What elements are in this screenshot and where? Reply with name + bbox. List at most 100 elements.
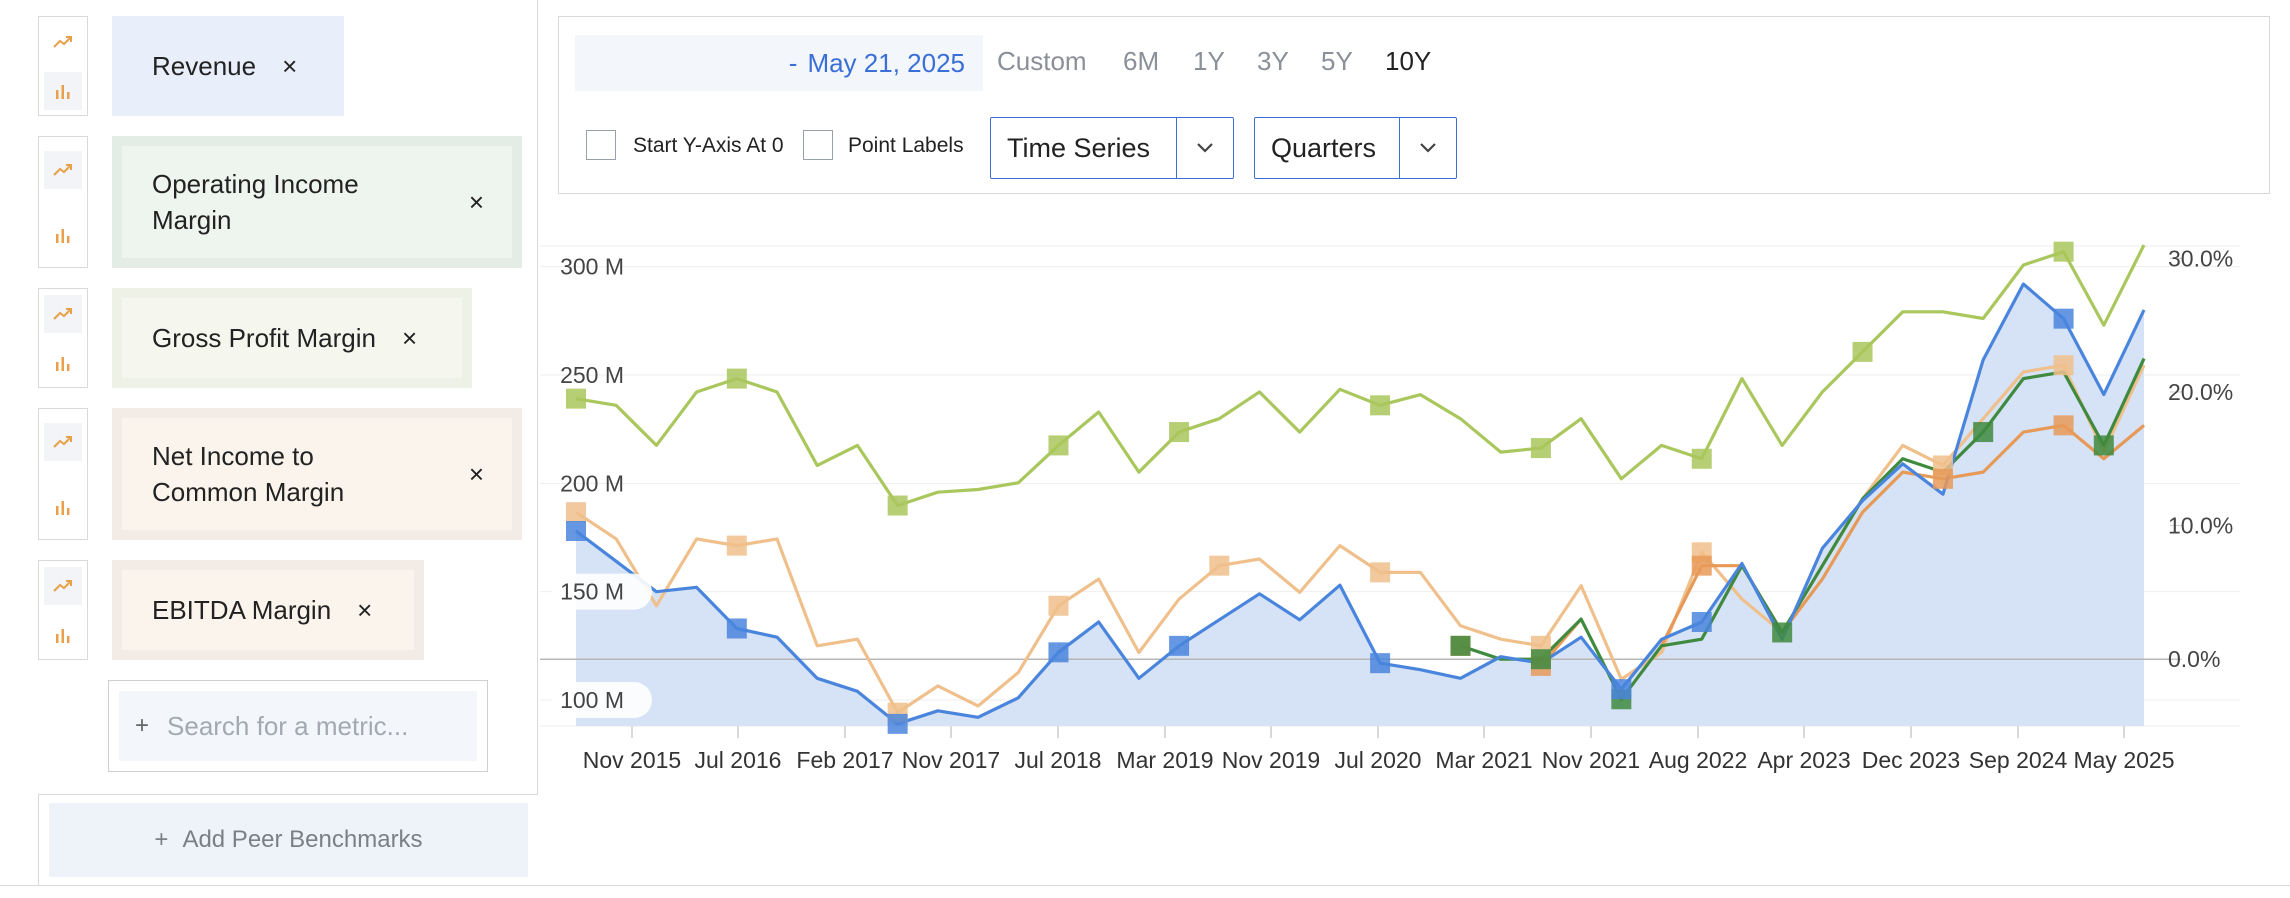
range-10y-button[interactable]: 10Y xyxy=(1385,46,1432,76)
metrics-panel: Revenue × Operating Income Margin × Gross Pr… xyxy=(0,0,538,898)
chart-type-toggle xyxy=(38,408,88,540)
bar-chart-icon[interactable] xyxy=(44,616,82,654)
data-point-marker xyxy=(887,713,908,734)
data-point-marker xyxy=(1370,653,1391,674)
data-point-marker xyxy=(1169,635,1190,656)
y-right-tick-label: 0.0% xyxy=(2168,646,2220,672)
line-chart-icon[interactable] xyxy=(44,422,82,461)
period-value: Quarters xyxy=(1255,118,1401,178)
x-tick-label: Apr 2023 xyxy=(1757,747,1850,773)
chevron-down-icon[interactable] xyxy=(1400,118,1456,178)
revenue-margin-chart[interactable]: 300 M 250 M 200 M 150 M 100 M 30.0% 20.0% 10.0%… xyxy=(540,220,2290,800)
line-chart-icon[interactable] xyxy=(44,294,82,333)
chart-controls: - May 21, 2025 Custom 6M 1Y 3Y 5Y 10Y St… xyxy=(558,16,2270,194)
bar-chart-icon[interactable] xyxy=(44,216,82,254)
metric-row: Gross Profit Margin × xyxy=(38,288,472,388)
data-point-marker xyxy=(1772,622,1793,643)
metric-row: EBITDA Margin × xyxy=(38,560,424,660)
date-range-field[interactable]: - May 21, 2025 xyxy=(575,35,983,91)
data-point-marker xyxy=(1530,649,1551,670)
start-y-axis-label: Start Y-Axis At 0 xyxy=(633,134,784,157)
point-labels-label: Point Labels xyxy=(848,134,964,157)
line-chart-icon[interactable] xyxy=(44,566,82,605)
x-tick-label: Mar 2021 xyxy=(1435,747,1532,773)
data-point-marker xyxy=(2093,435,2114,456)
metric-label: Revenue xyxy=(152,51,257,81)
close-icon[interactable]: × xyxy=(468,459,484,489)
data-point-marker xyxy=(1691,555,1712,576)
metric-label: Operating Income Margin xyxy=(152,169,359,235)
close-icon[interactable]: × xyxy=(401,323,418,353)
metric-chip-inner: Operating Income Margin × xyxy=(122,146,512,258)
series-line-revenue xyxy=(575,282,2146,726)
range-3y-button[interactable]: 3Y xyxy=(1257,46,1289,76)
y-left-tick-label: 150 M xyxy=(560,579,624,605)
close-icon[interactable]: × xyxy=(468,187,484,217)
data-point-marker xyxy=(566,521,586,541)
series-line-operating-income-margin xyxy=(1460,357,2146,701)
start-y-axis-checkbox[interactable] xyxy=(586,130,616,160)
data-point-marker xyxy=(1691,448,1712,469)
point-labels-checkbox[interactable] xyxy=(803,130,833,160)
add-peer-benchmarks-label: Add Peer Benchmarks xyxy=(182,826,423,853)
y-left-tick-label: 200 M xyxy=(560,470,624,496)
metric-search-input[interactable] xyxy=(165,709,470,743)
data-point-marker xyxy=(1048,435,1069,456)
y-left-tick-label: 100 M xyxy=(560,687,624,713)
data-point-marker xyxy=(2053,241,2074,262)
x-tick-label: Mar 2019 xyxy=(1116,747,1213,773)
metric-chip: Net Income to Common Margin × xyxy=(112,408,522,540)
data-point-marker xyxy=(1370,395,1391,416)
data-point-marker xyxy=(2053,308,2074,329)
metric-chip-inner: Gross Profit Margin × xyxy=(122,298,462,378)
x-tick-label: Sep 2024 xyxy=(1969,747,2068,773)
data-point-marker xyxy=(2053,355,2074,376)
metric-chip: Gross Profit Margin × xyxy=(112,288,472,388)
close-icon[interactable]: × xyxy=(357,595,373,625)
range-1y-button[interactable]: 1Y xyxy=(1193,46,1225,76)
metric-chip-inner: Revenue × xyxy=(122,26,334,106)
close-icon[interactable]: × xyxy=(282,51,298,81)
line-chart-icon[interactable] xyxy=(44,23,82,61)
data-point-marker xyxy=(726,618,747,639)
bar-chart-icon[interactable] xyxy=(44,344,82,382)
metric-search-box[interactable]: + xyxy=(108,680,488,772)
data-point-marker xyxy=(1852,341,1873,362)
x-tick-label: Jul 2018 xyxy=(1015,747,1102,773)
bar-chart-icon[interactable] xyxy=(44,71,82,110)
y-right-tick-label: 10.0% xyxy=(2168,513,2233,539)
x-tick-label: Jul 2016 xyxy=(695,747,782,773)
view-type-value: Time Series xyxy=(991,118,1177,178)
metric-row: Net Income to Common Margin × xyxy=(38,408,522,540)
metric-chip: Revenue × xyxy=(112,16,344,116)
data-point-marker xyxy=(1691,612,1712,632)
bar-chart-icon[interactable] xyxy=(44,488,82,526)
chevron-down-icon[interactable] xyxy=(1177,118,1233,178)
x-tick-label: Nov 2015 xyxy=(583,747,681,773)
range-6m-button[interactable]: 6M xyxy=(1123,46,1160,76)
metric-chip-inner: Net Income to Common Margin × xyxy=(122,418,512,530)
end-date[interactable]: May 21, 2025 xyxy=(807,47,965,78)
data-point-marker xyxy=(1530,438,1551,459)
data-point-marker xyxy=(1169,422,1190,443)
period-select[interactable]: Quarters xyxy=(1254,117,1457,179)
y-right-tick-label: 20.0% xyxy=(2168,379,2233,405)
series-line-ebitda-margin xyxy=(575,363,2146,715)
line-chart-icon[interactable] xyxy=(44,150,82,189)
x-tick-label: Jul 2020 xyxy=(1335,747,1422,773)
x-tick-label: Dec 2023 xyxy=(1862,747,1960,773)
data-point-marker xyxy=(1370,562,1391,583)
range-custom-button[interactable]: Custom xyxy=(997,46,1087,76)
range-5y-button[interactable]: 5Y xyxy=(1321,46,1353,76)
chart-type-toggle xyxy=(38,136,88,268)
bottom-border xyxy=(0,885,2290,886)
y-left-tick-label: 300 M xyxy=(560,254,624,280)
metric-search-inner: + xyxy=(119,691,477,761)
view-type-select[interactable]: Time Series xyxy=(990,117,1234,179)
data-point-marker xyxy=(1048,595,1069,616)
metric-chip: EBITDA Margin × xyxy=(112,560,424,660)
data-point-marker xyxy=(566,388,586,409)
x-tick-label: Feb 2017 xyxy=(796,747,893,773)
add-peer-benchmarks-button[interactable]: + Add Peer Benchmarks xyxy=(49,803,528,877)
chart-type-toggle xyxy=(38,16,88,116)
